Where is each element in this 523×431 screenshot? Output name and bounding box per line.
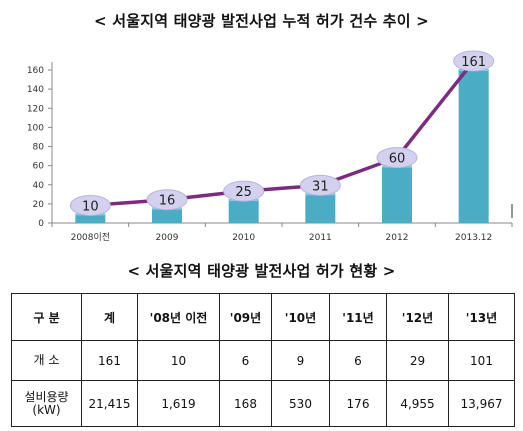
row-label-line: 설비용량 [24,389,69,404]
data-label: 25 [235,185,252,200]
header-2012: '12년 [386,293,449,341]
table-cell: 13,967 [448,380,515,427]
header-category: 구 분 [11,293,82,341]
data-label: 161 [461,55,486,70]
row-label-unit: (kW) [32,402,61,417]
bar [228,199,259,223]
data-label: 31 [312,179,329,194]
table-cell: 10 [137,340,220,381]
x-tick-label: 2012 [386,233,409,243]
table-cell: 9 [271,340,330,381]
data-label: 10 [82,199,99,214]
table-row-count: 개 소 161 10 6 9 6 29 101 [11,340,515,381]
header-before-2008: '08년 이전 [137,293,220,341]
row-label-capacity: 설비용량 (kW) [11,380,82,427]
table-cell: 176 [329,380,387,427]
bar [458,69,489,223]
y-tick-label: 20 [33,200,45,210]
table-cell: 29 [386,340,449,381]
line-series [90,59,476,208]
header-2013: '13년 [448,293,515,341]
data-point-marker [299,174,341,196]
data-point-marker [146,189,188,211]
x-tick-label: 2009 [156,233,179,243]
data-point-marker [453,50,495,72]
chart-title: < 서울지역 태양광 발전사업 누적 허가 건수 추이 > [94,12,429,30]
table-cell: 101 [448,340,515,381]
header-2009: '09년 [219,293,272,341]
bar [152,207,182,223]
x-tick-label: 2013.12 [455,233,492,243]
row-label-count: 개 소 [11,340,82,381]
bar [305,193,336,223]
table-cell: 161 [81,340,138,381]
table-cell: 530 [271,380,330,427]
y-tick-label: 40 [33,181,45,191]
table-cell: 1,619 [137,380,220,427]
table-title: < 서울지역 태양광 발전사업 허가 현황 > [127,262,396,280]
y-tick-label: 80 [33,143,45,153]
y-tick-label: 120 [27,104,44,114]
x-tick-label: 2011 [309,233,332,243]
cumulative-permits-chart: 0 20 40 60 80 100 120 140 160 2008이전 2009 2010 2011 2… [27,50,513,243]
table-cell: 4,955 [386,380,449,427]
data-labels: 10 16 25 31 60 161 [69,50,495,216]
y-tick-label: 160 [27,66,44,76]
table-cell: 6 [219,340,272,381]
series-line [90,59,476,208]
header-2010: '10년 [271,293,330,341]
y-tick-label: 60 [33,162,45,172]
data-point-marker [376,147,418,169]
chart-axes: 0 20 40 60 80 100 120 140 160 2008이전 2009 2010 2011 2… [27,62,513,243]
data-point-marker [69,194,111,216]
permit-status-table: 구 분 계 '08년 이전 '09년 '10년 '11년 '12년 '13년 개… [11,293,515,427]
bar [382,165,412,223]
table-cell: 21,415 [81,380,138,427]
x-tick-label: 2010 [232,233,255,243]
header-2011: '11년 [329,293,387,341]
y-tick-label: 0 [38,219,44,229]
table-row-capacity: 설비용량 (kW) 21,415 1,619 168 530 176 4,955 … [11,380,515,427]
data-label: 16 [159,194,176,209]
table-cell: 168 [219,380,272,427]
y-tick-label: 100 [27,123,44,133]
bar [75,213,106,223]
row-label-line: 개 소 [33,353,60,367]
bar-series [75,69,489,223]
y-tick-label: 140 [27,85,44,95]
data-label: 60 [389,152,406,167]
table-cell: 6 [329,340,387,381]
data-point-marker [223,180,265,202]
table-header-row: 구 분 계 '08년 이전 '09년 '10년 '11년 '12년 '13년 [11,293,515,341]
header-total: 계 [81,293,138,341]
x-tick-label: 2008이전 [71,232,110,243]
